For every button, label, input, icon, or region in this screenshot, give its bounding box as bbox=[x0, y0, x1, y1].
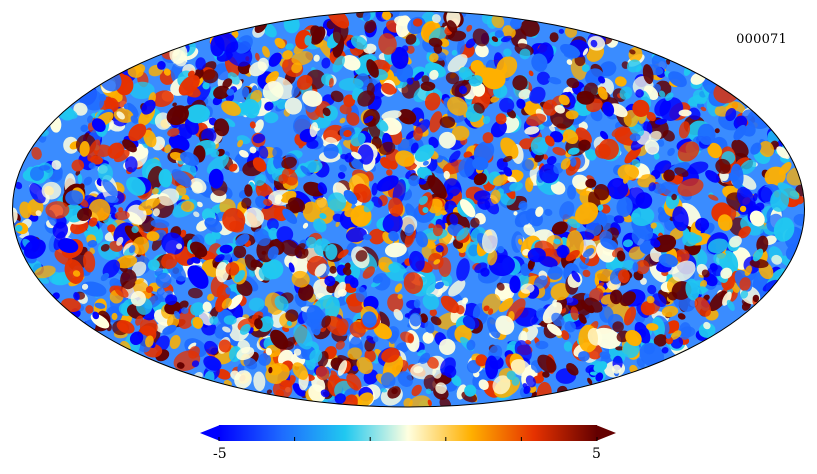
map-outline bbox=[12, 10, 805, 408]
colorbar-left-arrow bbox=[200, 425, 220, 441]
colorbar-min-label: -5 bbox=[213, 446, 227, 462]
map-label: 000071 bbox=[736, 32, 787, 47]
sky-map-field bbox=[12, 11, 805, 407]
colorbar-right-arrow bbox=[596, 425, 616, 441]
colorbar-gradient bbox=[219, 425, 597, 441]
colorbar-ticks bbox=[218, 437, 598, 441]
colorbar bbox=[200, 425, 616, 441]
colorbar-max-label: 5 bbox=[592, 446, 601, 462]
